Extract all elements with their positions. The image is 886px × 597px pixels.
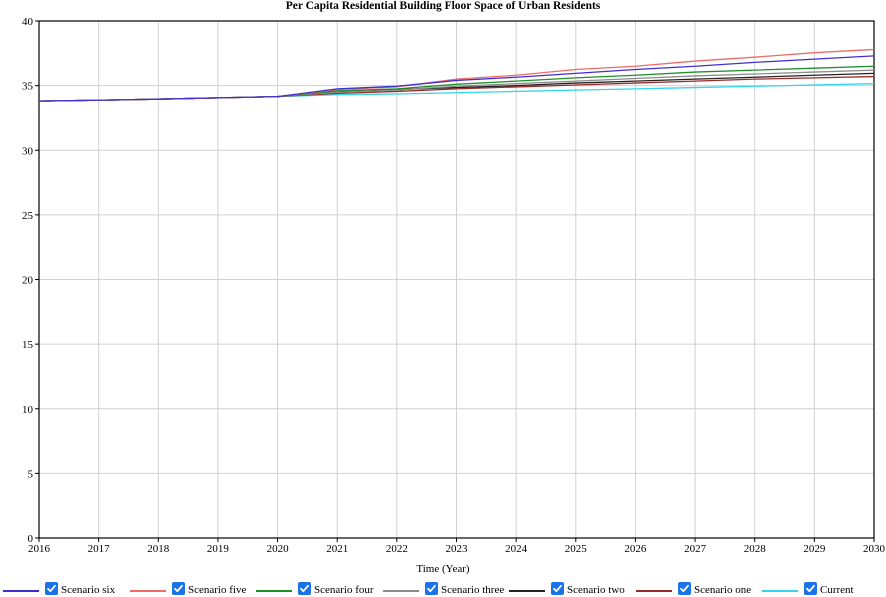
legend-swatch bbox=[636, 590, 672, 592]
legend-item-scenario-three[interactable]: Scenario three bbox=[383, 582, 507, 597]
y-tick-label: 10 bbox=[22, 404, 34, 416]
legend-swatch bbox=[509, 590, 545, 592]
legend-item-scenario-five[interactable]: Scenario five bbox=[130, 582, 254, 597]
legend-label: Scenario five bbox=[188, 584, 247, 596]
x-tick-label: 2028 bbox=[744, 543, 767, 555]
x-tick-label: 2020 bbox=[267, 543, 290, 555]
legend-swatch bbox=[3, 590, 39, 592]
legend-item-scenario-two[interactable]: Scenario two bbox=[509, 582, 633, 597]
legend-checkbox[interactable] bbox=[425, 582, 438, 595]
legend-checkbox[interactable] bbox=[298, 582, 311, 595]
y-tick-label: 20 bbox=[22, 275, 34, 287]
y-tick-label: 35 bbox=[22, 81, 34, 93]
x-tick-label: 2026 bbox=[624, 543, 647, 555]
legend-checkbox[interactable] bbox=[551, 582, 564, 595]
chart-title: Per Capita Residential Building Floor Sp… bbox=[285, 0, 601, 12]
legend-swatch bbox=[762, 590, 798, 592]
x-tick-label: 2022 bbox=[386, 543, 408, 555]
x-axis-label: Time (Year) bbox=[416, 563, 470, 575]
legend-checkbox[interactable] bbox=[804, 582, 817, 595]
x-tick-label: 2016 bbox=[28, 543, 51, 555]
legend-checkbox[interactable] bbox=[678, 582, 691, 595]
legend-swatch bbox=[130, 590, 166, 592]
y-tick-label: 5 bbox=[28, 468, 34, 480]
x-tick-label: 2018 bbox=[147, 543, 170, 555]
y-tick-label: 0 bbox=[28, 533, 34, 545]
legend-item-scenario-one[interactable]: Scenario one bbox=[636, 582, 760, 597]
legend-item-current[interactable]: Current bbox=[762, 582, 886, 597]
legend-swatch bbox=[256, 590, 292, 592]
x-tick-label: 2025 bbox=[565, 543, 588, 555]
x-tick-label: 2019 bbox=[207, 543, 230, 555]
legend-label: Scenario six bbox=[61, 584, 116, 596]
x-tick-label: 2017 bbox=[88, 543, 111, 555]
legend-label: Scenario one bbox=[694, 584, 752, 596]
y-tick-label: 25 bbox=[22, 210, 34, 222]
plot-frame bbox=[38, 20, 875, 539]
legend-label: Scenario three bbox=[441, 584, 505, 596]
x-tick-label: 2024 bbox=[505, 543, 528, 555]
legend-label: Scenario two bbox=[567, 584, 625, 596]
y-tick-label: 40 bbox=[22, 16, 34, 28]
legend-item-scenario-four[interactable]: Scenario four bbox=[256, 582, 380, 597]
x-tick-label: 2030 bbox=[863, 543, 886, 555]
legend-checkbox[interactable] bbox=[172, 582, 185, 595]
legend-swatch bbox=[383, 590, 419, 592]
y-tick-label: 30 bbox=[22, 145, 34, 157]
legend-item-scenario-six[interactable]: Scenario six bbox=[3, 582, 127, 597]
x-tick-label: 2029 bbox=[803, 543, 826, 555]
x-tick-label: 2023 bbox=[446, 543, 469, 555]
legend-label: Current bbox=[820, 584, 854, 596]
y-tick-label: 15 bbox=[22, 339, 34, 351]
chart-legend: Scenario six Scenario five Scenario four Sc… bbox=[0, 582, 886, 597]
legend-label: Scenario four bbox=[314, 584, 374, 596]
x-tick-label: 2021 bbox=[326, 543, 348, 555]
series-line-scenario-six bbox=[38, 55, 875, 102]
legend-checkbox[interactable] bbox=[45, 582, 58, 595]
x-tick-label: 2027 bbox=[684, 543, 707, 555]
